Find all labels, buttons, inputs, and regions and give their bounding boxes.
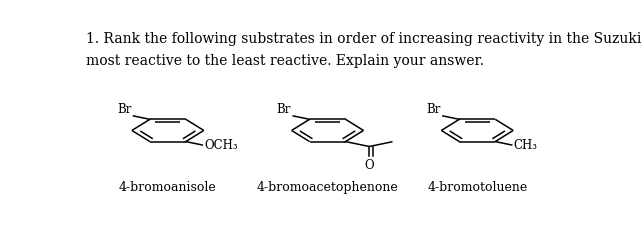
Text: O: O <box>365 158 374 171</box>
Text: Br: Br <box>117 103 131 116</box>
Text: OCH₃: OCH₃ <box>204 139 238 152</box>
Text: Br: Br <box>277 103 291 116</box>
Text: 4-bromotoluene: 4-bromotoluene <box>427 180 527 193</box>
Text: most reactive to the least reactive. Explain your answer.: most reactive to the least reactive. Exp… <box>86 54 484 67</box>
Text: 1. Rank the following substrates in order of increasing reactivity in the Suzuki: 1. Rank the following substrates in orde… <box>86 32 644 46</box>
Text: CH₃: CH₃ <box>514 139 538 152</box>
Text: Br: Br <box>426 103 441 116</box>
Text: 4-bromoacetophenone: 4-bromoacetophenone <box>257 180 399 193</box>
Text: 4-bromoanisole: 4-bromoanisole <box>119 180 217 193</box>
